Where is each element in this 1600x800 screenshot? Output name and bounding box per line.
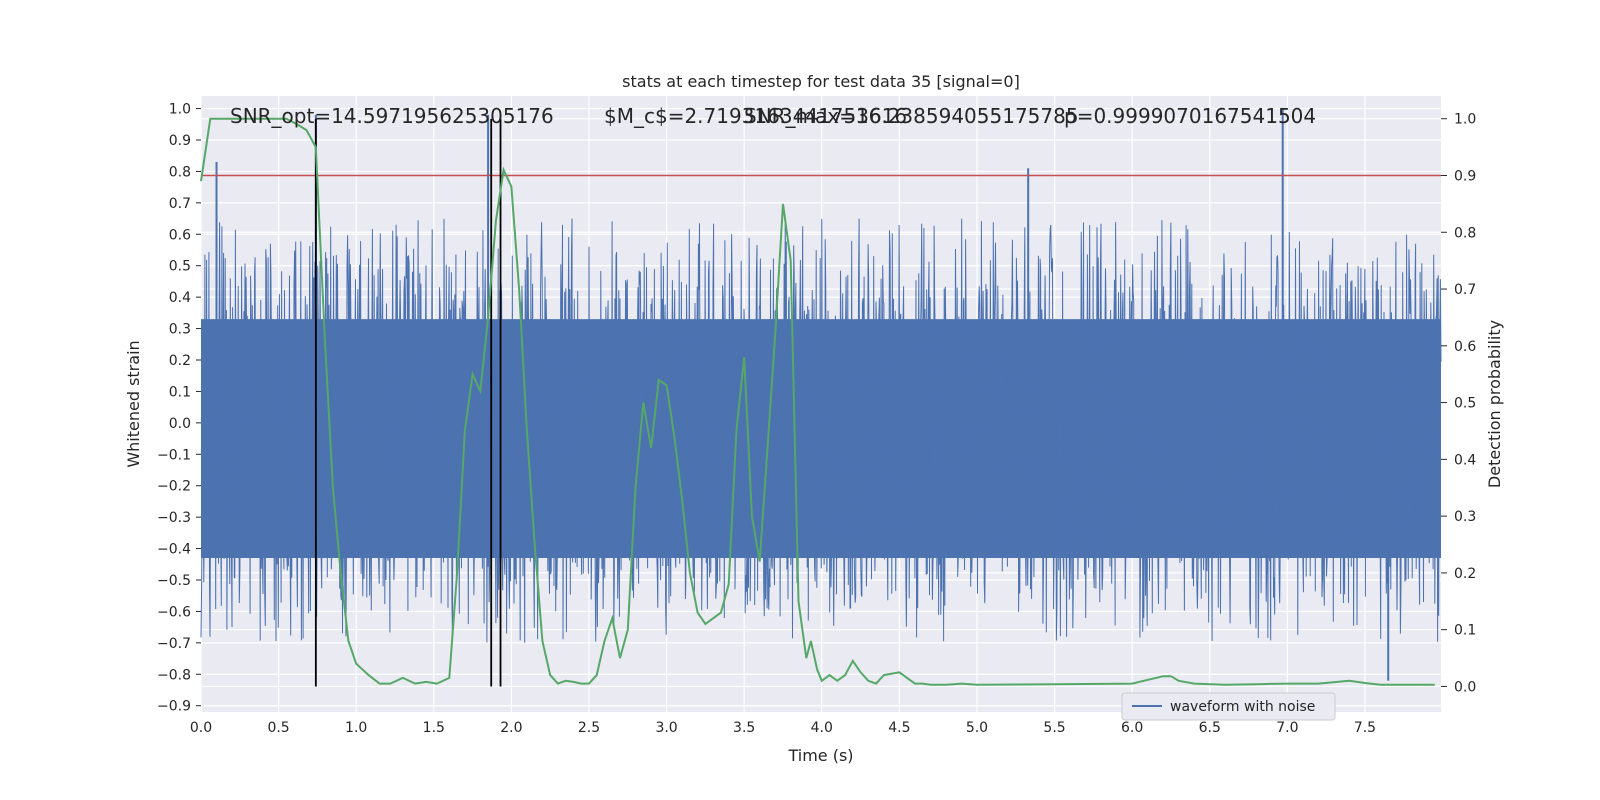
noise-line [200, 218, 1442, 643]
y-tick-label-1: 0.9 [169, 133, 191, 149]
y-tick-label-6: 0.4 [169, 290, 191, 306]
y-tick-label-4: 0.6 [169, 227, 191, 243]
x-tick-label-13: 6.5 [1199, 720, 1221, 736]
y-axis-label: Whitened strain [124, 340, 143, 467]
y-tick-label-14: −0.4 [157, 542, 191, 558]
y-tick-label-5: 0.5 [169, 259, 191, 275]
y2-tick-label-0: 1.0 [1454, 112, 1476, 128]
y-tick-label-10: 0.0 [169, 416, 191, 432]
x-tick-label-4: 2.0 [500, 720, 522, 736]
x-tick-label-10: 5.0 [966, 720, 988, 736]
y-tick-label-9: 0.1 [169, 384, 191, 400]
y-tick-label-16: −0.6 [157, 604, 191, 620]
x-tick-label-3: 1.5 [423, 720, 445, 736]
y-tick-label-0: 1.0 [169, 102, 191, 118]
legend: waveform with noise [1121, 692, 1336, 721]
x-tick-label-6: 3.0 [655, 720, 677, 736]
y2-tick-label-8: 0.2 [1454, 566, 1476, 582]
bottom-axis-ticks: 0.0 0.5 1.0 1.5 2.0 2.5 3.0 3.5 4.0 4.5 5.0 5.5 6.0 6… [190, 720, 1376, 736]
y-tick-label-13: −0.3 [157, 510, 191, 526]
y2-tick-label-5: 0.5 [1454, 396, 1476, 412]
y2-tick-label-2: 0.8 [1454, 225, 1476, 241]
y-tick-label-17: −0.7 [157, 636, 191, 652]
probability-line [200, 117, 1435, 686]
y-tick-label-18: −0.8 [157, 667, 191, 683]
legend-label-waveform: waveform with noise [1170, 699, 1315, 715]
x-axis-label: Time (s) [787, 746, 853, 765]
y-tick-label-8: 0.2 [169, 353, 191, 369]
right-axis-ticks: 1.0 0.9 0.8 0.7 0.6 0.5 0.4 0.3 0.2 0.1 0.0 [1441, 112, 1476, 695]
annotation-mc: $M_c$=2.7193163441753616 [604, 104, 907, 128]
noise-series [200, 108, 1442, 681]
y2-tick-label-4: 0.6 [1454, 339, 1476, 355]
y-tick-label-19: −0.9 [157, 699, 191, 715]
annotation-snr-opt: SNR_opt=14.597195625305176 [230, 104, 554, 128]
x-tick-label-12: 6.0 [1121, 720, 1143, 736]
annotation-snr-max: SNR_max=16.238594055175785 [744, 104, 1079, 128]
x-tick-label-0: 0.0 [190, 720, 212, 736]
y2-tick-label-7: 0.3 [1454, 509, 1476, 525]
x-tick-label-2: 1.0 [345, 720, 367, 736]
x-tick-label-9: 4.5 [888, 720, 910, 736]
x-tick-label-5: 2.5 [578, 720, 600, 736]
legend-box [1121, 692, 1336, 721]
vertical-lines [314, 118, 502, 687]
y2-tick-label-10: 0.0 [1454, 679, 1476, 695]
x-tick-label-15: 7.5 [1354, 720, 1376, 736]
y2-tick-label-1: 0.9 [1454, 168, 1476, 184]
x-tick-label-14: 7.0 [1276, 720, 1298, 736]
x-tick-label-1: 0.5 [267, 720, 289, 736]
y2-tick-label-3: 0.7 [1454, 282, 1476, 298]
y-tick-label-12: −0.2 [157, 479, 191, 495]
x-tick-label-11: 5.5 [1043, 720, 1065, 736]
y-tick-label-15: −0.5 [157, 573, 191, 589]
y2-tick-label-9: 0.1 [1454, 623, 1476, 639]
annotation-p: p=0.9999070167541504 [1064, 104, 1316, 128]
chart-title: stats at each timestep for test data 35 … [622, 72, 1020, 91]
probability-series [200, 117, 1435, 686]
y-tick-label-11: −0.1 [157, 447, 191, 463]
x-tick-label-8: 4.0 [811, 720, 833, 736]
y2-axis-label: Detection probability [1485, 320, 1504, 488]
y2-tick-label-6: 0.4 [1454, 452, 1476, 468]
left-axis-ticks: 1.0 0.9 0.8 0.7 0.6 0.5 0.4 0.3 0.2 0.1 0.0 −0.1 −0.… [157, 102, 201, 715]
x-tick-label-7: 3.5 [733, 720, 755, 736]
y-tick-label-3: 0.7 [169, 196, 191, 212]
y-tick-label-2: 0.8 [169, 164, 191, 180]
y-tick-label-7: 0.3 [169, 322, 191, 338]
